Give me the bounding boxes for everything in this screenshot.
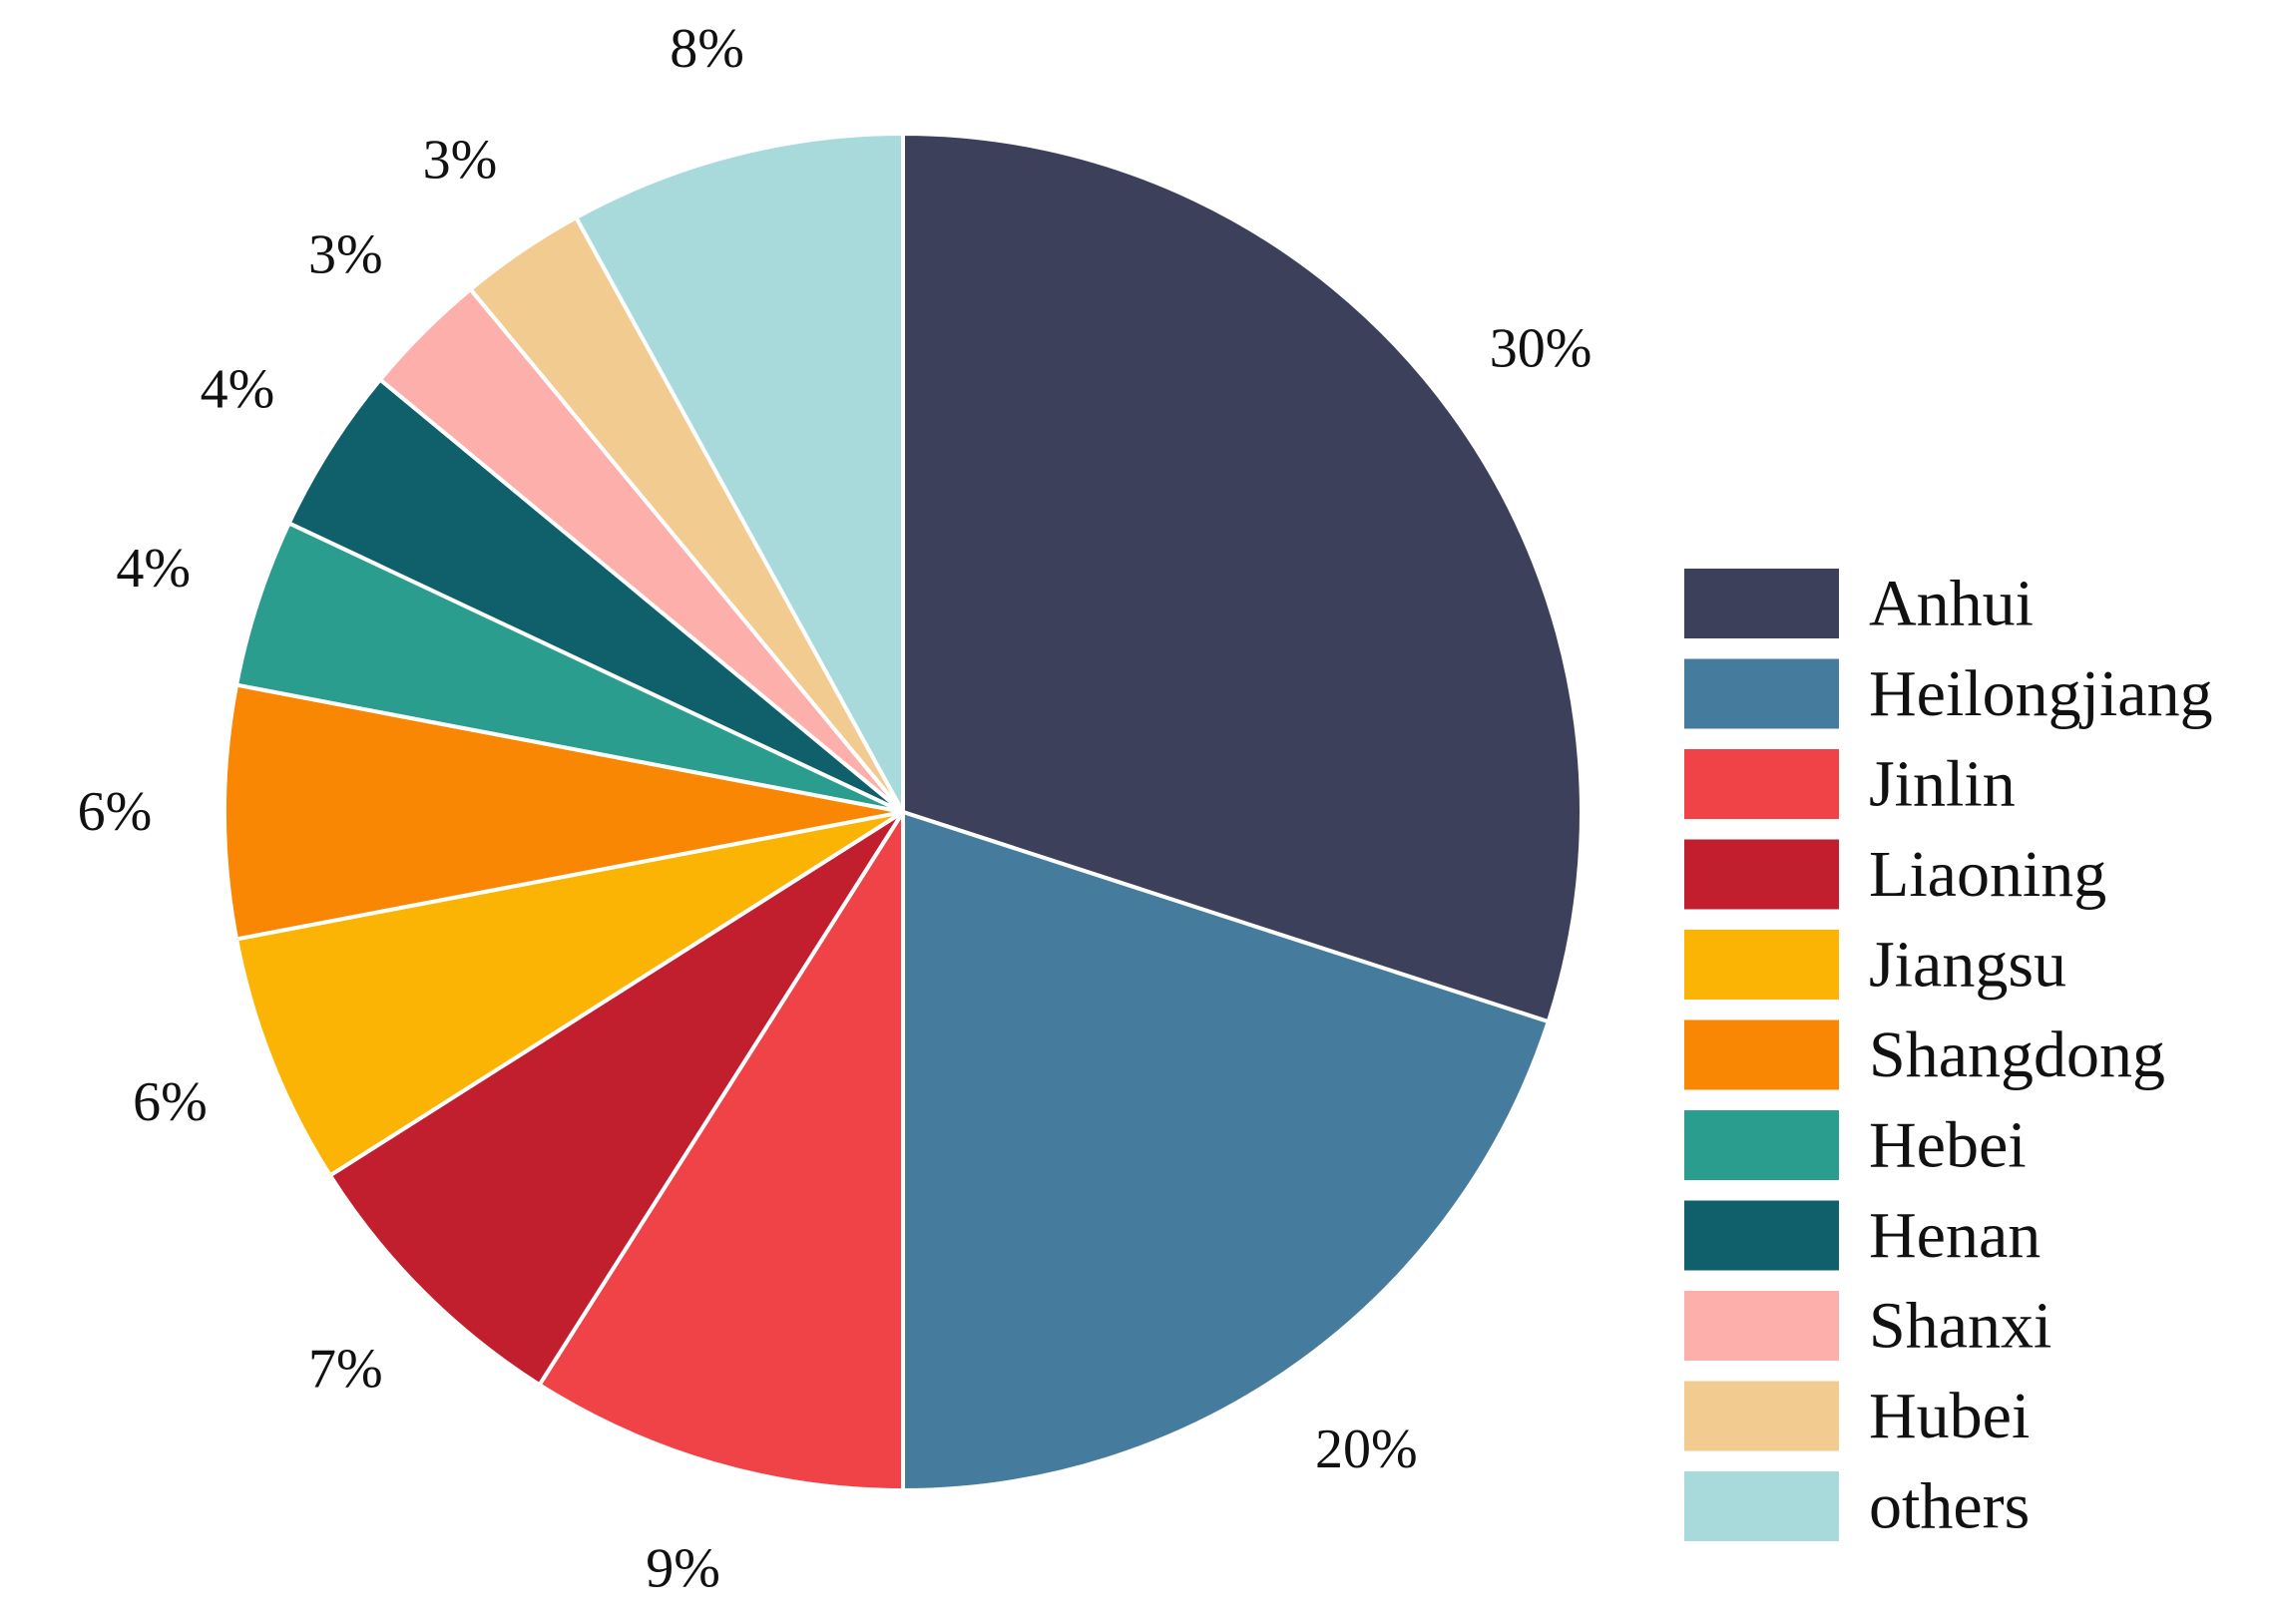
slice-shangdong [223,682,905,942]
label-liaoning: 7% [308,1339,383,1401]
legend-label-jiangsu: Jiangsu [1869,929,2066,1002]
legend-label-anhui: Anhui [1869,568,2034,640]
label-hubei: 3% [423,130,498,192]
legend-swatch-hebei [1684,1110,1839,1180]
legend-swatch-jinlin [1684,749,1839,819]
label-anhui: 30% [1490,318,1592,380]
label-shanxi: 3% [308,223,383,285]
label-jinlin: 9% [646,1538,720,1600]
legend-swatch-anhui [1684,569,1839,638]
legend-label-hubei: Hubei [1869,1380,2030,1452]
slice-liaoning [327,810,905,1388]
label-hebei: 4% [116,538,191,600]
legend-swatch-heilongjiang [1684,658,1839,729]
slice-others [574,132,905,814]
slice-jiangsu [234,810,905,1178]
label-heilongjiang: 20% [1315,1419,1418,1480]
legend-label-hebei: Hebei [1869,1109,2027,1182]
legend-label-henan: Henan [1869,1199,2041,1272]
legend-swatch-jiangsu [1684,930,1839,1000]
legend-swatch-liaoning [1684,839,1839,910]
legend-label-liaoning: Liaoning [1869,838,2106,911]
slice-jinlin [537,810,905,1492]
legend-label-shanxi: Shanxi [1869,1290,2051,1363]
legend-label-heilongjiang: Heilongjiang [1869,657,2213,730]
legend-swatch-henan [1684,1200,1839,1271]
pie-slices [223,132,1584,1492]
legend: Anhui Heilongjiang Jinlin Liaoning Jiangsu Sh… [1684,568,2213,1543]
label-henan: 4% [201,359,275,421]
legend-swatch-shanxi [1684,1291,1839,1361]
legend-swatch-hubei [1684,1381,1839,1451]
percentage-labels: 30% 20% 9% 7% 6% 6% 4% 4% 3% 3% 8% [78,18,1592,1600]
legend-label-shangdong: Shangdong [1869,1018,2165,1091]
label-others: 8% [670,18,744,80]
legend-swatch-others [1684,1471,1839,1541]
legend-swatch-shangdong [1684,1019,1839,1090]
slice-anhui [901,132,1584,1024]
legend-label-others: others [1869,1470,2030,1543]
label-jiangsu: 6% [133,1071,208,1133]
slice-heilongjiang [901,810,1551,1492]
legend-label-jinlin: Jinlin [1869,748,2016,821]
label-shangdong: 6% [78,781,153,843]
